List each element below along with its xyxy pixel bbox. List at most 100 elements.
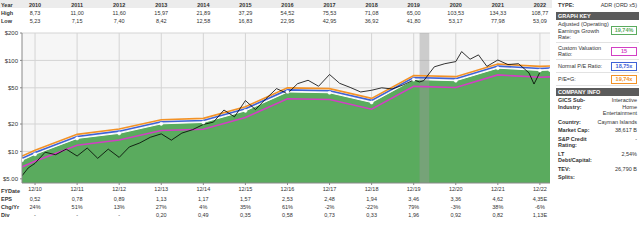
html-text:Country:: Country:: [558, 118, 581, 125]
svg-text:12/18: 12/18: [365, 186, 379, 192]
html-text:1,94: 1,94: [366, 196, 377, 202]
html-text:3,46: 3,46: [408, 196, 419, 202]
html-text:Interactive Home Entertainment: Interactive Home Entertainment: [602, 97, 637, 116]
html-text:3,36: 3,36: [450, 196, 462, 202]
html-text:2015: 2015: [239, 2, 252, 8]
html-text:36,92: 36,92: [364, 18, 379, 24]
html-text:13%: 13%: [113, 204, 125, 210]
html-text:5,23: 5,23: [29, 18, 41, 24]
html-text:2021: 2021: [491, 2, 504, 8]
html-text:53,09: 53,09: [533, 18, 547, 24]
svg-text:$200: $200: [8, 30, 19, 36]
html-text:21,89: 21,89: [196, 10, 211, 16]
html-text:2019: 2019: [407, 2, 420, 8]
html-text:11,60: 11,60: [112, 10, 126, 16]
html-text:2014: 2014: [197, 2, 210, 8]
html-text:TEV:: TEV:: [558, 165, 571, 172]
svg-text:12/11: 12/11: [70, 186, 83, 192]
html-text:FYDate: FYDate: [1, 188, 20, 194]
html-text:Cayman Islands: Cayman Islands: [597, 118, 637, 125]
html-text:High: High: [1, 10, 14, 16]
svg-text:12/22: 12/22: [533, 186, 547, 192]
html-text:2016: 2016: [281, 2, 294, 8]
html-text:Adjusted (Operating) Earnings: Adjusted (Operating) Earnings Growth Rat…: [558, 21, 609, 40]
html-text:15: 15: [620, 47, 628, 54]
html-text:37,29: 37,29: [238, 10, 253, 16]
html-text:108,77: 108,77: [531, 10, 549, 16]
svg-text:$5.00: $5.00: [8, 176, 19, 182]
svg-text:$10: $10: [8, 149, 19, 155]
html-text:75,53: 75,53: [322, 10, 337, 16]
html-text:2013: 2013: [155, 2, 168, 8]
html-text:Year: Year: [1, 2, 13, 8]
svg-text:12/13: 12/13: [154, 186, 168, 192]
html-text:103,53: 103,53: [447, 10, 465, 16]
html-text:0,52: 0,52: [29, 196, 41, 202]
html-text:42,95: 42,95: [322, 18, 337, 24]
svg-text:12/19: 12/19: [407, 186, 421, 192]
html-text:7,40: 7,40: [113, 18, 125, 24]
svg-text:12/12: 12/12: [112, 186, 126, 192]
html-text:2017: 2017: [323, 2, 336, 8]
svg-text:$20: $20: [8, 121, 19, 127]
svg-text:12/15: 12/15: [239, 186, 253, 192]
html-text:GRAPH KEY: GRAPH KEY: [558, 12, 591, 19]
html-text:19,74x: 19,74x: [615, 75, 633, 82]
html-text:22,95: 22,95: [280, 18, 295, 24]
html-text:51%: 51%: [71, 204, 83, 210]
html-text:2,48: 2,48: [324, 196, 335, 202]
html-text:8,42: 8,42: [155, 18, 167, 24]
html-text:2018: 2018: [365, 2, 378, 8]
html-text:134,33: 134,33: [489, 10, 507, 16]
html-text:EPS: EPS: [1, 196, 12, 202]
html-text:1,13: 1,13: [155, 196, 167, 202]
html-text:12,58: 12,58: [196, 18, 211, 24]
html-text:16,83: 16,83: [238, 18, 253, 24]
svg-text:$100: $100: [8, 58, 19, 64]
html-text:2,54%: 2,54%: [621, 150, 637, 157]
html-text:77,98: 77,98: [490, 18, 505, 24]
svg-text:12/17: 12/17: [323, 186, 337, 192]
svg-text:12/14: 12/14: [196, 186, 210, 192]
html-text:2,53: 2,53: [282, 196, 293, 202]
html-text:1,57: 1,57: [240, 196, 251, 202]
html-text:26,790 B: 26,790 B: [615, 165, 637, 172]
html-text:Low: Low: [1, 18, 12, 24]
html-text:2020: 2020: [449, 2, 462, 8]
html-text:4%: 4%: [199, 204, 208, 210]
html-text:11,00: 11,00: [70, 10, 84, 16]
svg-text:12/10: 12/10: [28, 186, 42, 192]
html-text:2022: 2022: [533, 2, 546, 8]
html-text:41,80: 41,80: [406, 18, 421, 24]
svg-text:12/20: 12/20: [449, 186, 463, 192]
html-text:19,74%: 19,74%: [614, 27, 634, 34]
html-text:0,78: 0,78: [71, 196, 83, 202]
html-text:Custom Valuation Ratio:: Custom Valuation Ratio:: [558, 44, 601, 57]
html-text:15,97: 15,97: [154, 10, 169, 16]
svg-text:$50: $50: [8, 85, 19, 91]
html-text:P/E=G:: P/E=G:: [558, 75, 576, 82]
html-text:LT Debt/Capital:: LT Debt/Capital:: [558, 150, 592, 163]
html-text:8,73: 8,73: [29, 10, 41, 16]
html-text:2012: 2012: [113, 2, 126, 8]
html-text:Chg/Yr: Chg/Yr: [1, 204, 19, 210]
html-text:18,75x: 18,75x: [615, 62, 633, 69]
html-text:Normal P/E Ratio:: Normal P/E Ratio:: [558, 62, 602, 69]
svg-text:12/21: 12/21: [491, 186, 505, 192]
html-text:71,08: 71,08: [364, 10, 379, 16]
svg-text:12/16: 12/16: [281, 186, 295, 192]
html-text:GICS Sub-Industry:: GICS Sub-Industry:: [558, 97, 586, 110]
html-text:S&P Credit Rating:: S&P Credit Rating:: [558, 135, 587, 148]
html-text:7,15: 7,15: [71, 18, 83, 24]
html-text:24%: 24%: [29, 204, 41, 210]
html-text:54,52: 54,52: [280, 10, 295, 16]
html-text:2011: 2011: [71, 2, 84, 8]
html-text:65,00: 65,00: [406, 10, 421, 16]
html-text:4,35E: 4,35E: [532, 196, 548, 202]
html-text:1,17: 1,17: [198, 196, 209, 202]
html-text:27%: 27%: [155, 204, 167, 210]
html-text:2010: 2010: [28, 2, 42, 8]
html-text:53,17: 53,17: [448, 18, 463, 24]
html-text:4,62: 4,62: [492, 196, 504, 202]
html-text:0,89: 0,89: [113, 196, 125, 202]
